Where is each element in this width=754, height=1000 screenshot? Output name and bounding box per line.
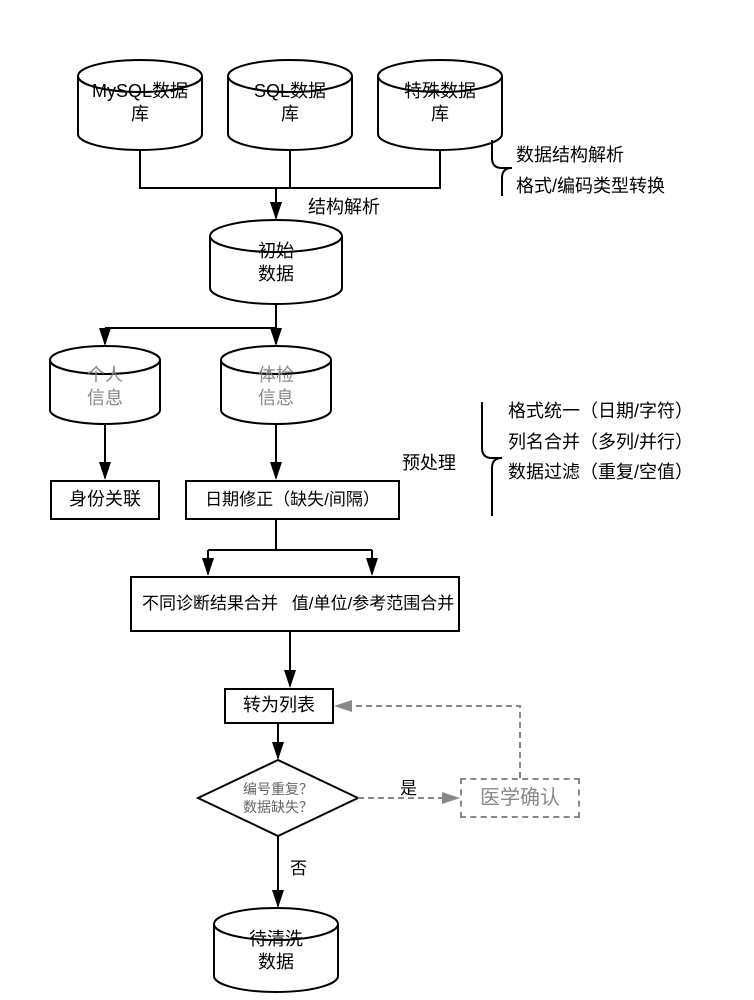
box-merge-diag: 不同诊断结果合并 xyxy=(130,576,290,632)
label-exam: 体检信息 xyxy=(231,364,321,411)
label-db1: MySQL数据库 xyxy=(78,80,202,127)
edge-confirm-tolist xyxy=(336,706,520,778)
bracket-pre xyxy=(482,402,502,516)
box-id-link: 身份关联 xyxy=(50,480,160,520)
box-confirm: 医学确认 xyxy=(460,778,580,818)
annot-parse-label: 结构解析 xyxy=(308,192,380,223)
label-init: 初始数据 xyxy=(226,240,326,287)
bracket-parse xyxy=(492,140,512,196)
annot-pre-detail: 格式统一（日期/字符） 列名合并（多列/并行） 数据过滤（重复/空值） xyxy=(508,396,693,488)
label-db3: 特殊数据库 xyxy=(378,80,502,127)
label-final: 待清洗数据 xyxy=(216,928,336,975)
edge-db2-init xyxy=(276,150,290,188)
annot-pre-label: 预处理 xyxy=(402,448,456,479)
label-yes: 是 xyxy=(400,774,417,799)
label-no: 否 xyxy=(290,854,307,879)
label-decision: 编号重复？数据缺失？ xyxy=(218,780,338,816)
box-to-list: 转为列表 xyxy=(224,688,334,724)
label-db2: SQL数据库 xyxy=(228,80,352,127)
annot-parse-detail: 数据结构解析 格式/编码类型转换 xyxy=(516,140,665,201)
edge-db1-init xyxy=(140,150,276,188)
box-date-fix: 日期修正（缺失/间隔） xyxy=(185,480,400,520)
edge-db3-init xyxy=(276,150,440,188)
box-merge-val: 值/单位/参考范围合并 xyxy=(288,576,460,632)
label-personal: 个人信息 xyxy=(60,364,150,411)
